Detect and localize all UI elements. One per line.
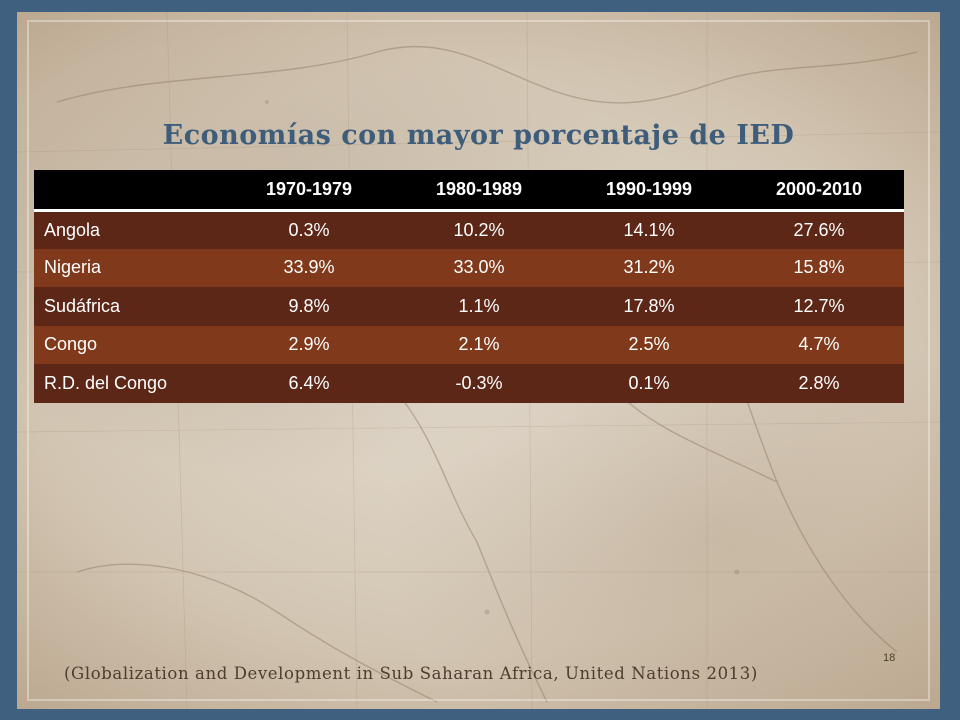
page-number: 18 [883,652,896,664]
header-1980-1989: 1980-1989 [394,170,564,212]
table-cell: -0.3% [394,364,564,403]
slide-title: Economías con mayor porcentaje de IED [162,120,795,151]
slide: Economías con mayor porcentaje de IED 19… [17,12,940,709]
row-label: Congo [34,325,224,364]
table-header-row: 1970-1979 1980-1989 1990-1999 2000-2010 [34,170,904,212]
table-cell: 0.1% [564,364,734,403]
header-corner [34,170,224,212]
source-citation: (Globalization and Development in Sub Sa… [64,664,758,683]
table-cell: 15.8% [734,248,904,287]
table-row: R.D. del Congo 6.4% -0.3% 0.1% 2.8% [34,364,904,403]
table-cell: 33.9% [224,248,394,287]
table-row: Sudáfrica 9.8% 1.1% 17.8% 12.7% [34,287,904,326]
header-1990-1999: 1990-1999 [564,170,734,212]
header-2000-2010: 2000-2010 [734,170,904,212]
table-cell: 12.7% [734,287,904,326]
table-cell: 2.9% [224,325,394,364]
header-1970-1979: 1970-1979 [224,170,394,212]
table-cell: 4.7% [734,325,904,364]
table-cell: 33.0% [394,248,564,287]
table-row: Nigeria 33.9% 33.0% 31.2% 15.8% [34,248,904,287]
table-cell: 1.1% [394,287,564,326]
fdi-table: 1970-1979 1980-1989 1990-1999 2000-2010 … [34,170,904,403]
table-cell: 27.6% [734,210,904,249]
table-cell: 17.8% [564,287,734,326]
row-label: Sudáfrica [34,287,224,326]
table-cell: 2.1% [394,325,564,364]
table-row: Congo 2.9% 2.1% 2.5% 4.7% [34,325,904,364]
table-row: Angola 0.3% 10.2% 14.1% 27.6% [34,210,904,249]
table-cell: 14.1% [564,210,734,249]
table-cell: 6.4% [224,364,394,403]
table-cell: 2.5% [564,325,734,364]
row-label: R.D. del Congo [34,364,224,403]
table-cell: 9.8% [224,287,394,326]
row-label: Angola [34,210,224,249]
table-cell: 31.2% [564,248,734,287]
row-label: Nigeria [34,248,224,287]
table-cell: 0.3% [224,210,394,249]
table-cell: 2.8% [734,364,904,403]
table-cell: 10.2% [394,210,564,249]
